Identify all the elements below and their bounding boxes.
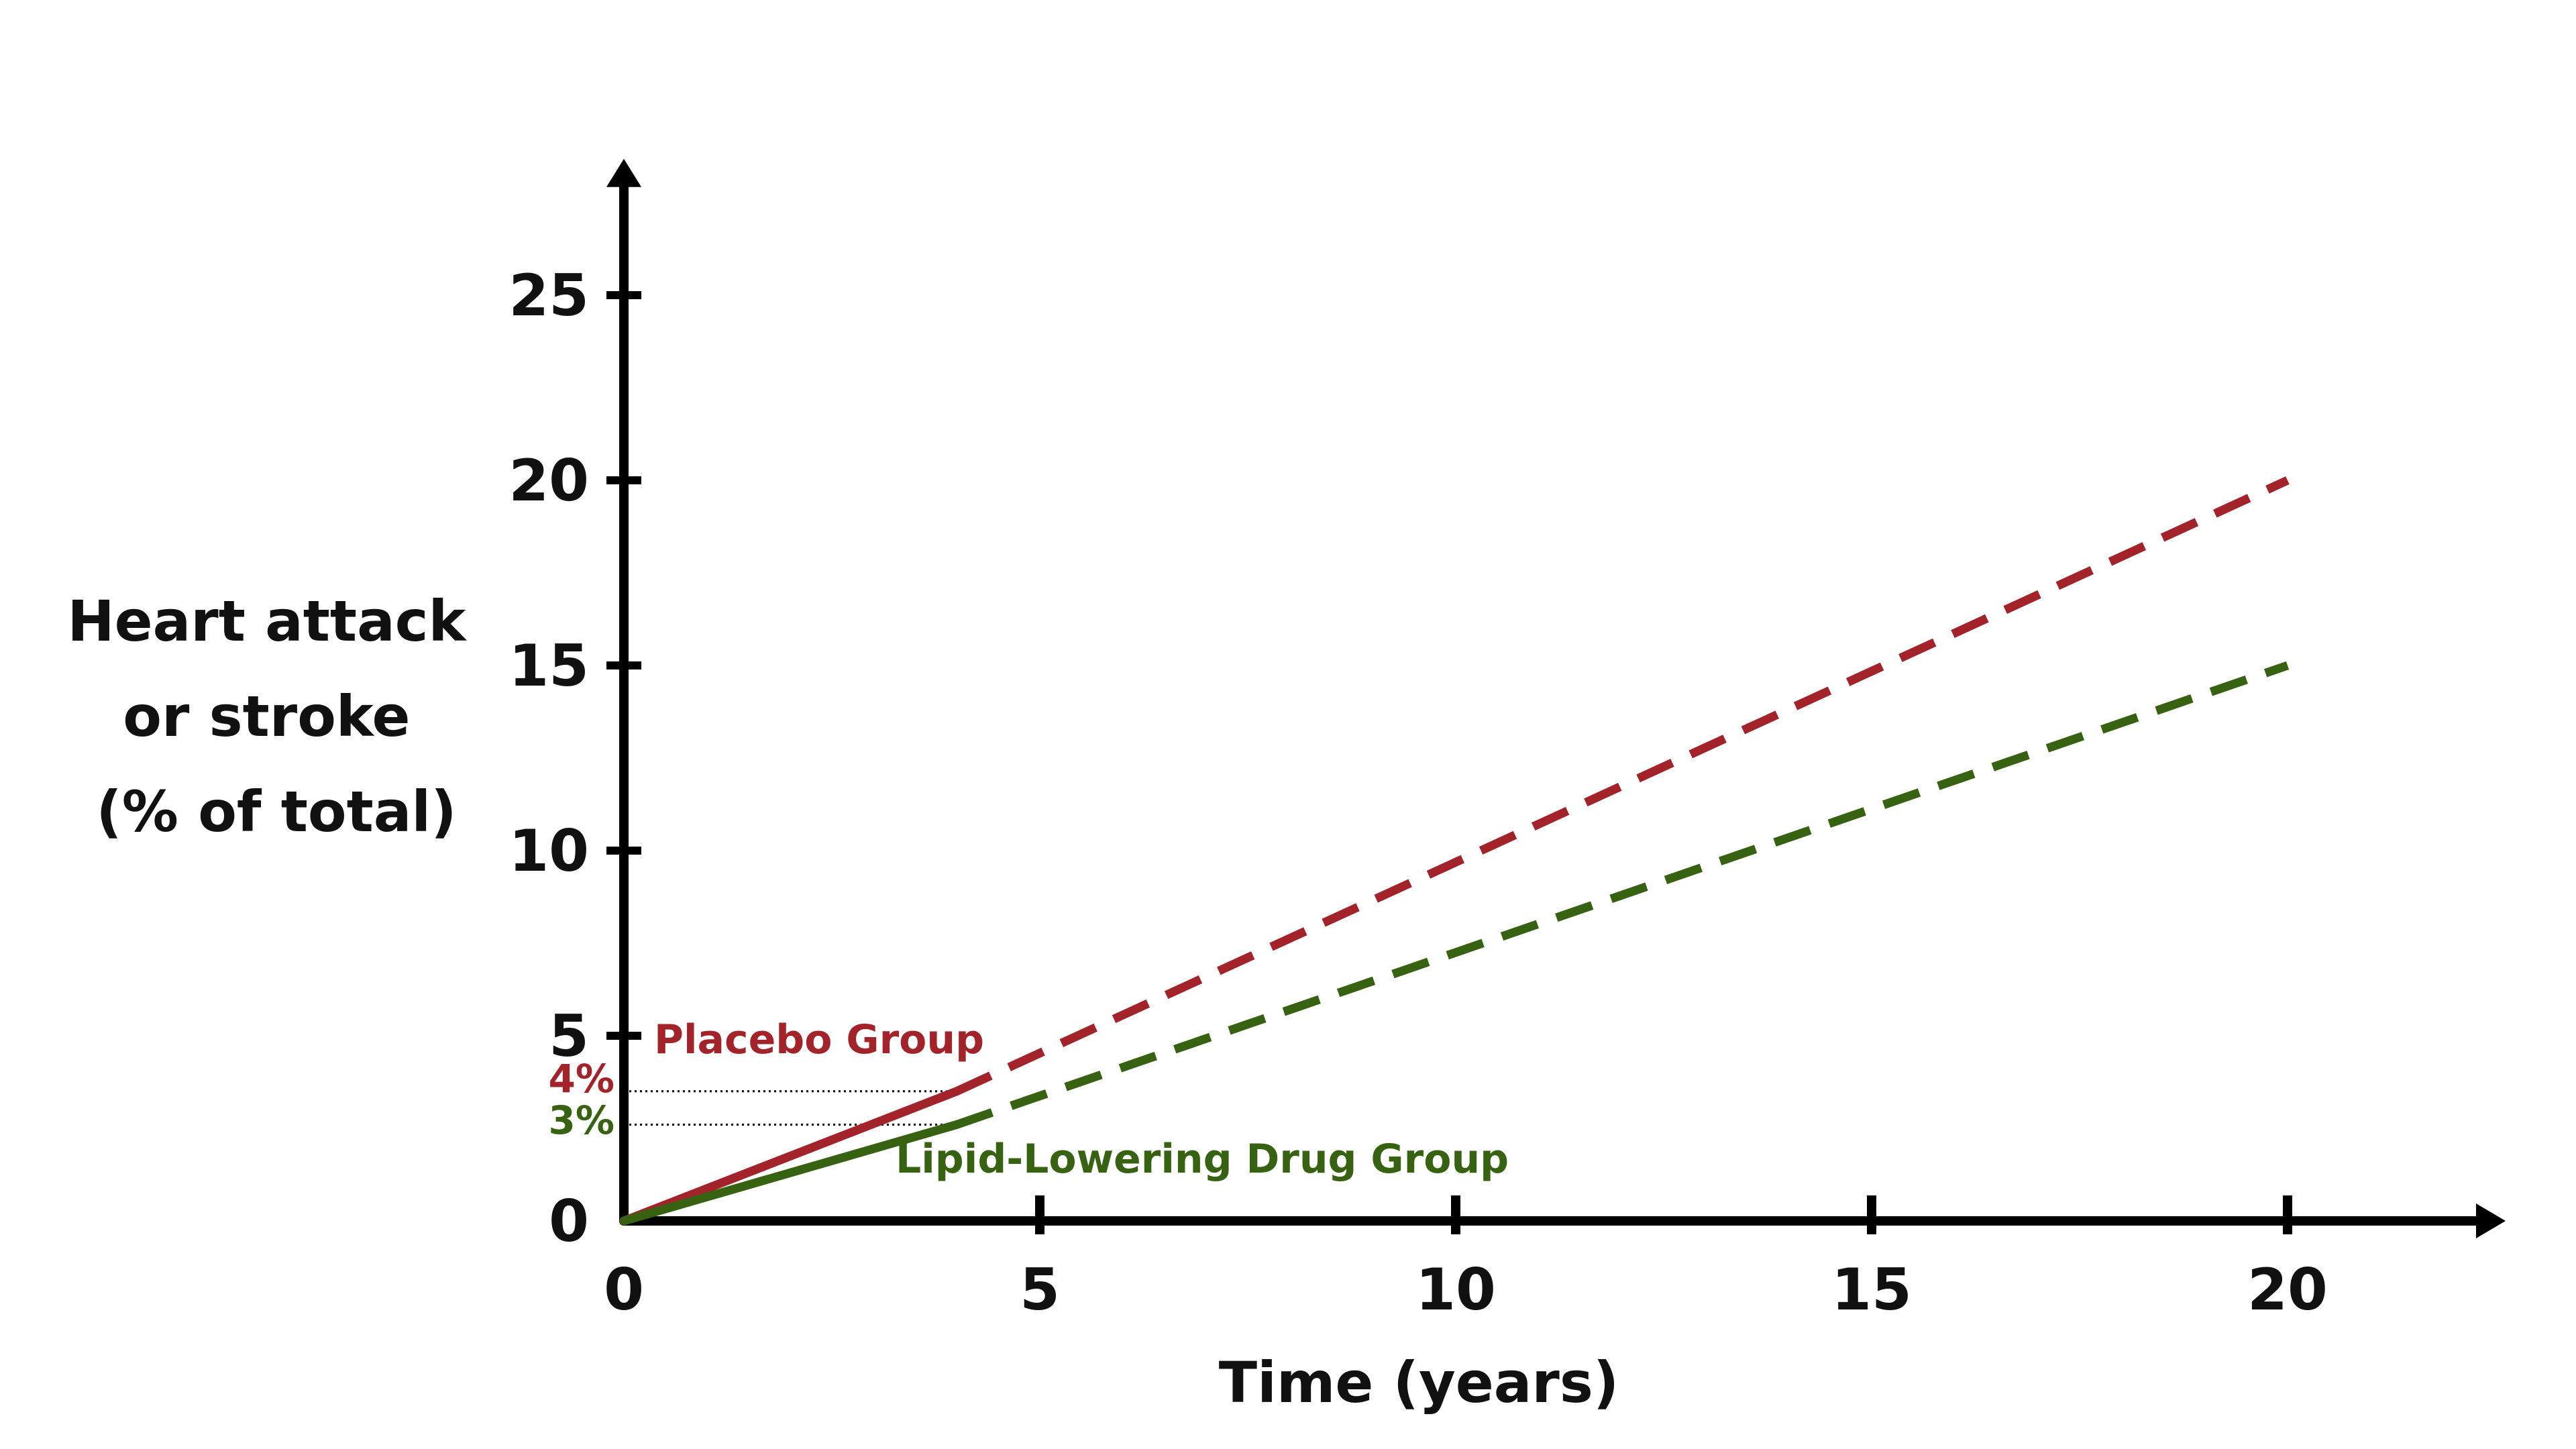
y-axis-title-line-2: or stroke <box>123 684 410 749</box>
x-axis-arrow <box>2476 1203 2506 1238</box>
y-axis-title: Heart attack or stroke (% of total) <box>67 588 485 845</box>
x-tick-label: 10 <box>1415 1256 1496 1324</box>
y-tick-label: 5 <box>549 1003 589 1070</box>
y-tick-label: 15 <box>508 633 589 700</box>
placebo-percent-label: 4% <box>549 1056 614 1102</box>
drug-observed-line <box>619 1120 961 1226</box>
x-tick-label: 5 <box>1020 1256 1060 1324</box>
x-ticks: 0 5 10 15 20 <box>604 1195 2328 1324</box>
series-layer <box>619 476 2290 1226</box>
x-tick-label: 20 <box>2247 1256 2328 1324</box>
reference-lines <box>624 1090 957 1126</box>
axes <box>606 158 2506 1238</box>
placebo-group-label: Placebo Group <box>654 1016 984 1063</box>
y-tick-label: 10 <box>508 818 589 885</box>
x-tick-label: 15 <box>1831 1256 1912 1324</box>
y-ticks: 0 5 10 15 20 25 <box>508 262 641 1255</box>
drug-projected-line <box>955 661 2290 1129</box>
y-tick-label: 25 <box>508 262 589 329</box>
x-axis-title: Time (years) <box>1219 1350 1619 1415</box>
drug-percent-label: 3% <box>549 1097 614 1143</box>
y-axis-title-line-1: Heart attack <box>67 588 467 654</box>
placebo-observed-line <box>619 1087 961 1226</box>
y-tick-label: 20 <box>508 447 589 515</box>
drug-group-label: Lipid-Lowering Drug Group <box>896 1136 1509 1183</box>
placebo-projected-line <box>955 476 2290 1095</box>
y-tick-label: 0 <box>549 1188 589 1255</box>
x-tick-label: 0 <box>604 1256 644 1324</box>
y-axis-arrow <box>606 158 641 187</box>
y-axis-title-line-3: (% of total) <box>96 779 456 845</box>
